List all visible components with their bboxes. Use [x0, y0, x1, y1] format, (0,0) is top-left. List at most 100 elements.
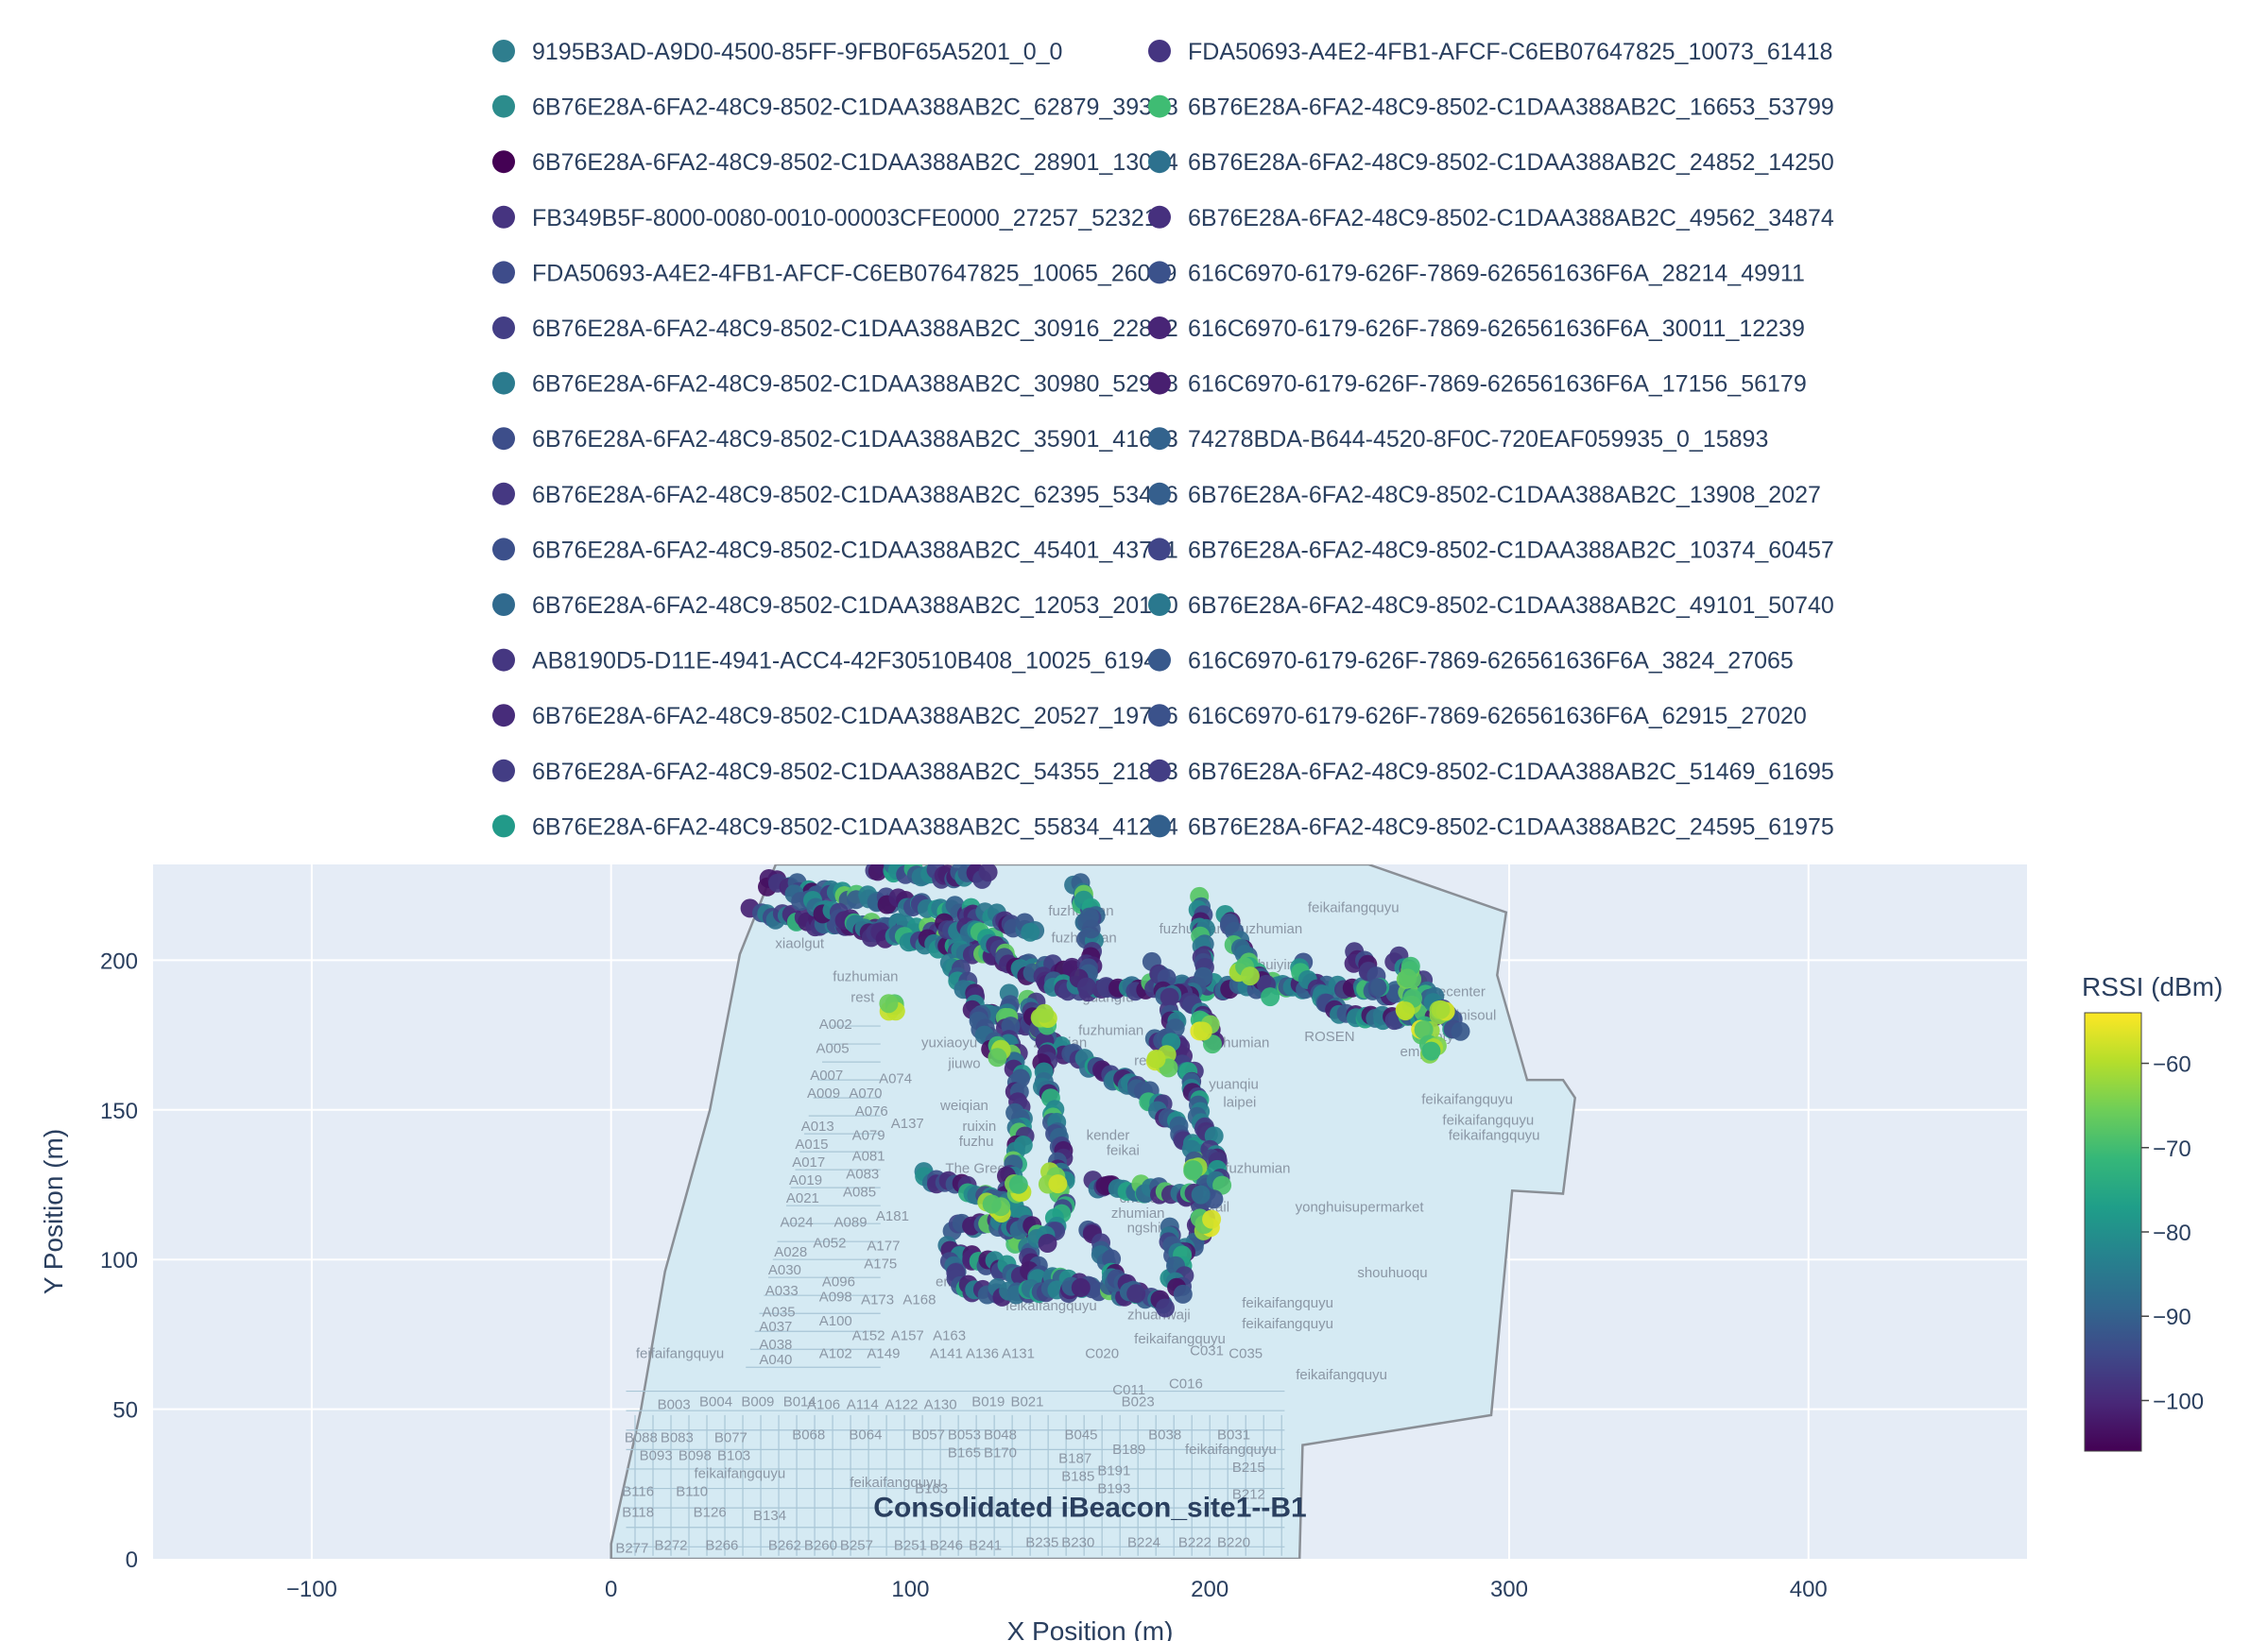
rssi-point — [1048, 1174, 1068, 1194]
map-label: A079 — [852, 1127, 885, 1143]
map-label: B019 — [971, 1393, 1005, 1410]
map-label: B212 — [1232, 1487, 1265, 1503]
map-label: A130 — [924, 1397, 957, 1413]
legend-item[interactable]: 616C6970-6179-626F-7869-626561636F6A_282… — [1148, 260, 1805, 286]
map-label: feikai — [1107, 1142, 1140, 1158]
rssi-point — [1173, 1284, 1193, 1304]
map-label: B134 — [753, 1508, 786, 1524]
colorbar-tick-label: −70 — [2153, 1137, 2191, 1162]
legend-item[interactable]: 9195B3AD-A9D0-4500-85FF-9FB0F65A5201_0_0 — [492, 39, 1062, 65]
map-label: A168 — [902, 1292, 936, 1308]
legend-item[interactable]: 6B76E28A-6FA2-48C9-8502-C1DAA388AB2C_289… — [492, 149, 1178, 176]
map-label: A177 — [867, 1239, 900, 1255]
x-tick-label: 300 — [1490, 1577, 1528, 1602]
floorplan-outline — [610, 864, 1576, 1559]
plot-title: Consolidated iBeacon_site1--B1 — [873, 1493, 1306, 1524]
rssi-point — [1008, 1174, 1028, 1194]
rssi-point — [1240, 966, 1260, 986]
legend-item[interactable]: 6B76E28A-6FA2-48C9-8502-C1DAA388AB2C_245… — [1148, 813, 1834, 840]
legend-marker — [1148, 427, 1171, 451]
legend-marker — [492, 427, 515, 451]
legend-item[interactable]: FDA50693-A4E2-4FB1-AFCF-C6EB07647825_100… — [1148, 39, 1832, 65]
legend-item[interactable]: 6B76E28A-6FA2-48C9-8502-C1DAA388AB2C_623… — [492, 482, 1178, 508]
legend-item[interactable]: 6B76E28A-6FA2-48C9-8502-C1DAA388AB2C_495… — [1148, 205, 1834, 231]
map-label: fuzhumian — [1237, 921, 1302, 937]
map-label: feikaifangquyu — [1449, 1127, 1540, 1143]
legend-item[interactable]: 6B76E28A-6FA2-48C9-8502-C1DAA388AB2C_628… — [492, 94, 1178, 121]
legend-item[interactable]: 6B76E28A-6FA2-48C9-8502-C1DAA388AB2C_543… — [492, 759, 1178, 785]
map-label: feikaifangquyu — [850, 1475, 941, 1491]
map-label: A114 — [847, 1397, 879, 1413]
map-label: A157 — [891, 1328, 924, 1344]
legend-item[interactable]: 616C6970-6179-626F-7869-626561636F6A_171… — [1148, 371, 1807, 398]
map-label: A076 — [855, 1103, 888, 1120]
map-label: B004 — [699, 1393, 732, 1410]
map-label: B224 — [1127, 1534, 1160, 1550]
legend-item[interactable]: 6B76E28A-6FA2-48C9-8502-C1DAA388AB2C_139… — [1148, 482, 1821, 508]
legend-item[interactable]: 6B76E28A-6FA2-48C9-8502-C1DAA388AB2C_491… — [1148, 592, 1834, 619]
legend-marker — [1148, 205, 1171, 229]
legend-item[interactable]: FDA50693-A4E2-4FB1-AFCF-C6EB07647825_100… — [492, 260, 1177, 286]
rssi-point — [1202, 1209, 1222, 1229]
legend-item[interactable]: 6B76E28A-6FA2-48C9-8502-C1DAA388AB2C_309… — [492, 316, 1178, 342]
legend-item[interactable]: 616C6970-6179-626F-7869-626561636F6A_629… — [1148, 703, 1807, 729]
legend-marker — [492, 704, 515, 727]
legend-item[interactable]: 6B76E28A-6FA2-48C9-8502-C1DAA388AB2C_514… — [1148, 759, 1834, 785]
legend-item[interactable]: 6B76E28A-6FA2-48C9-8502-C1DAA388AB2C_359… — [492, 426, 1178, 453]
map-label: A070 — [849, 1085, 882, 1102]
map-label: B222 — [1178, 1534, 1211, 1550]
map-label: The Green — [945, 1160, 1013, 1176]
legend-item[interactable]: 6B76E28A-6FA2-48C9-8502-C1DAA388AB2C_454… — [492, 537, 1178, 563]
legend-item[interactable]: 616C6970-6179-626F-7869-626561636F6A_300… — [1148, 316, 1805, 342]
map-label: A019 — [789, 1172, 822, 1188]
legend-item[interactable]: 6B76E28A-6FA2-48C9-8502-C1DAA388AB2C_205… — [492, 703, 1178, 729]
map-label: B057 — [912, 1427, 945, 1443]
legend-marker — [492, 814, 515, 838]
map-label: A074 — [879, 1070, 912, 1086]
rssi-point — [1156, 1298, 1175, 1318]
map-label: A028 — [774, 1244, 807, 1260]
map-label: B003 — [658, 1397, 691, 1413]
legend-marker — [1148, 648, 1171, 672]
map-label: A083 — [846, 1167, 879, 1183]
map-label: A098 — [819, 1290, 852, 1306]
map-label: feikaifangquyu — [1134, 1331, 1226, 1347]
map-label: A009 — [807, 1085, 840, 1102]
map-label: A136 — [966, 1346, 999, 1362]
map-label: B118 — [622, 1505, 654, 1521]
y-tick-label: 150 — [100, 1099, 138, 1124]
legend-item[interactable]: 6B76E28A-6FA2-48C9-8502-C1DAA388AB2C_309… — [492, 371, 1178, 398]
legend-item[interactable]: 74278BDA-B644-4520-8F0C-720EAF059935_0_1… — [1148, 426, 1768, 453]
map-label: A141 — [930, 1346, 963, 1362]
rssi-point — [978, 864, 998, 882]
legend: 9195B3AD-A9D0-4500-85FF-9FB0F65A5201_0_0… — [492, 39, 1834, 840]
legend-marker — [492, 538, 515, 561]
rssi-point — [1081, 919, 1101, 939]
legend-marker — [492, 759, 515, 782]
rssi-point — [1421, 1041, 1441, 1061]
legend-item[interactable]: 616C6970-6179-626F-7869-626561636F6A_382… — [1148, 648, 1794, 675]
legend-marker — [492, 648, 515, 672]
map-label: ROSEN — [1304, 1029, 1354, 1045]
map-label: feikaifangquyu — [1242, 1295, 1333, 1311]
map-label: B077 — [714, 1429, 747, 1445]
legend-marker — [1148, 371, 1171, 395]
x-axis-title: X Position (m) — [1007, 1616, 1174, 1641]
map-label: B246 — [930, 1537, 963, 1553]
legend-label: 74278BDA-B644-4520-8F0C-720EAF059935_0_1… — [1188, 426, 1768, 453]
legend-item[interactable]: FB349B5F-8000-0080-0010-00003CFE0000_272… — [492, 205, 1158, 231]
y-tick-label: 100 — [100, 1248, 138, 1273]
map-label: weiqian — [939, 1098, 988, 1114]
legend-item[interactable]: 6B76E28A-6FA2-48C9-8502-C1DAA388AB2C_248… — [1148, 149, 1834, 176]
legend-item[interactable]: 6B76E28A-6FA2-48C9-8502-C1DAA388AB2C_166… — [1148, 94, 1834, 121]
legend-item[interactable]: 6B76E28A-6FA2-48C9-8502-C1DAA388AB2C_103… — [1148, 537, 1834, 563]
map-label: fuzhumian — [833, 969, 898, 985]
map-label: rest — [850, 990, 875, 1006]
legend-item[interactable]: 6B76E28A-6FA2-48C9-8502-C1DAA388AB2C_120… — [492, 592, 1178, 619]
map-label: feikaifangquyu — [1296, 1367, 1387, 1383]
legend-item[interactable]: 6B76E28A-6FA2-48C9-8502-C1DAA388AB2C_558… — [492, 813, 1178, 840]
legend-label: 616C6970-6179-626F-7869-626561636F6A_629… — [1188, 703, 1807, 729]
map-label: A137 — [891, 1116, 924, 1132]
rssi-point — [1431, 1000, 1451, 1019]
legend-item[interactable]: AB8190D5-D11E-4941-ACC4-42F30510B408_100… — [492, 648, 1170, 675]
